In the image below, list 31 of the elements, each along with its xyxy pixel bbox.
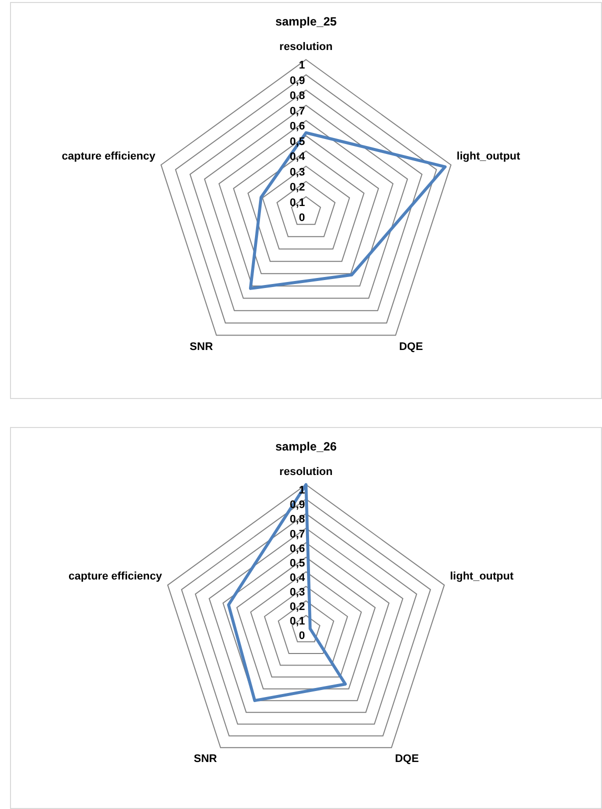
y-tick-label: 0,6 xyxy=(290,542,305,555)
y-tick-label: 0,4 xyxy=(290,572,306,584)
spoke-label: DQE xyxy=(399,340,423,353)
y-tick-label: 0,3 xyxy=(290,586,305,598)
spoke-label: light_output xyxy=(450,570,514,583)
spoke-label: SNR xyxy=(194,753,218,766)
y-tick-label: 0 xyxy=(298,212,305,224)
y-tick-label: 0 xyxy=(298,630,305,642)
spoke-label: capture efficiency xyxy=(68,570,163,583)
spoke-label: light_output xyxy=(456,150,521,162)
spoke-label: resolution xyxy=(279,41,333,54)
y-tick-label: 0,2 xyxy=(290,600,305,613)
chart-title: sample_26 xyxy=(275,440,338,454)
y-tick-label: 0,7 xyxy=(290,528,305,540)
spoke-label: SNR xyxy=(190,340,213,353)
y-tick-label: 0,9 xyxy=(290,74,305,87)
y-tick-label: 1 xyxy=(298,60,305,72)
y-tick-label: 0,1 xyxy=(290,615,305,628)
y-tick-label: 0,8 xyxy=(290,514,305,526)
spoke-label: resolution xyxy=(279,466,333,478)
y-tick-label: 0,7 xyxy=(290,105,305,118)
y-tick-label: 0,4 xyxy=(290,151,306,164)
chart-title: sample_25 xyxy=(275,14,338,29)
y-tick-label: 0,8 xyxy=(290,90,305,102)
y-tick-label: 0,3 xyxy=(290,166,305,178)
y-tick-label: 0,5 xyxy=(290,557,305,570)
spoke-label: DQE xyxy=(394,753,419,766)
y-tick-label: 0,2 xyxy=(290,182,305,194)
spoke-label: capture efficiency xyxy=(62,150,156,162)
y-tick-label: 0,6 xyxy=(290,120,305,133)
y-tick-label: 0,1 xyxy=(290,196,305,209)
